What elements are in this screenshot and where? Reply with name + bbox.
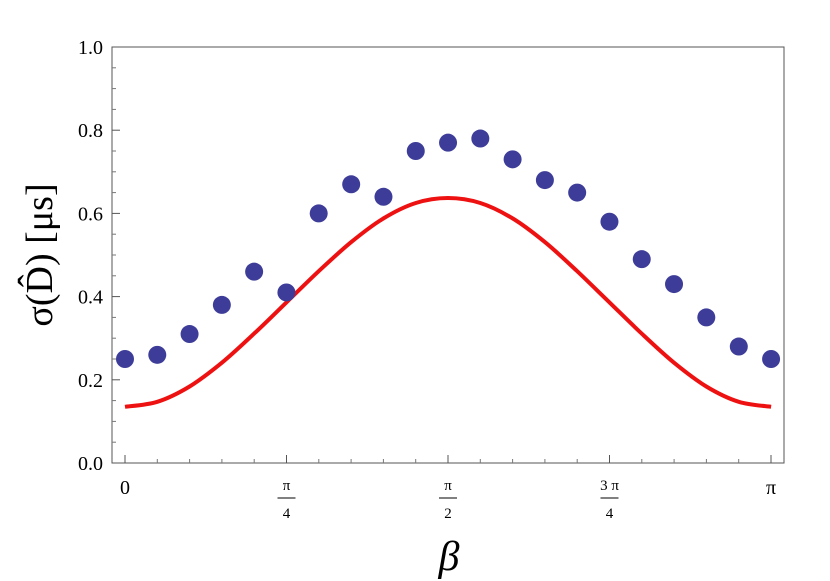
points-layer — [116, 129, 781, 368]
data-point — [729, 337, 748, 356]
data-point — [180, 325, 199, 344]
tick-labels: 0.0 0.2 0.4 0.6 0.8 1.0 0 π 4 π 2 3 π 4 π — [78, 37, 776, 522]
y-tick-label: 0.4 — [78, 287, 103, 309]
x-tick-label-numerator: π — [283, 478, 291, 494]
data-point — [632, 250, 651, 269]
data-point — [212, 295, 231, 314]
data-point — [148, 345, 167, 364]
y-tick-label: 1.0 — [78, 37, 103, 59]
y-tick-label: 0.8 — [78, 120, 103, 142]
axis-ticks — [112, 46, 772, 464]
data-point — [697, 308, 716, 327]
data-point — [665, 275, 684, 294]
data-point — [600, 212, 619, 231]
x-tick-label-numerator: π — [444, 478, 452, 494]
x-tick-label-denominator: 4 — [606, 506, 614, 522]
y-axis-label: σ(D̂) [μs] — [18, 183, 61, 326]
x-tick-label: 0 — [120, 477, 130, 499]
y-tick-label: 0.2 — [78, 370, 103, 392]
plot-frame — [111, 46, 785, 464]
x-tick-label-denominator: 4 — [283, 506, 291, 522]
data-point — [116, 350, 134, 368]
curve-layer — [124, 195, 772, 409]
data-point — [471, 129, 490, 148]
data-point — [374, 187, 393, 206]
x-tick-label-denominator: 2 — [444, 506, 452, 522]
data-point — [277, 283, 296, 302]
x-axis-label: β — [438, 534, 460, 580]
data-point — [342, 175, 361, 194]
x-tick-label: π — [766, 477, 776, 499]
data-point — [535, 171, 554, 190]
data-point — [568, 183, 587, 202]
data-point — [762, 350, 781, 368]
data-point — [406, 142, 425, 160]
model-curve — [124, 195, 772, 409]
data-point — [309, 204, 328, 223]
y-tick-label: 0.6 — [78, 203, 103, 225]
y-tick-label: 0.0 — [78, 453, 103, 475]
data-point — [439, 133, 458, 152]
x-tick-label-numerator: 3 π — [600, 478, 619, 494]
data-point — [503, 150, 522, 169]
data-point — [245, 262, 264, 281]
